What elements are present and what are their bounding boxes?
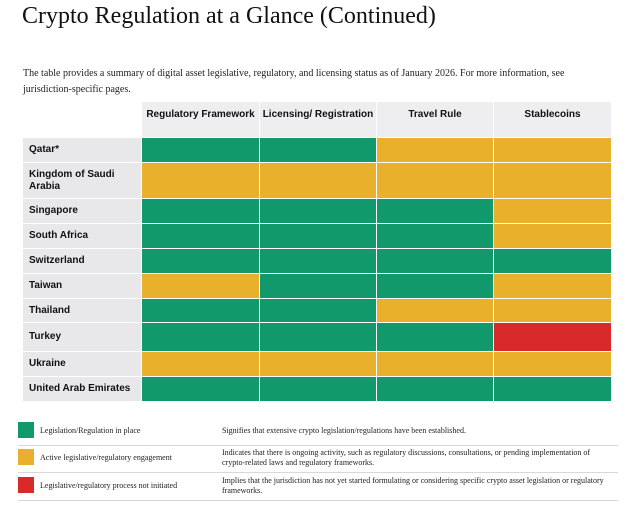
row-name: Taiwan <box>23 274 141 298</box>
status-cell <box>260 299 376 322</box>
row-name: Turkey <box>23 323 141 351</box>
status-cell <box>377 138 493 162</box>
status-cell <box>377 377 493 401</box>
status-cell <box>260 249 376 273</box>
status-cell <box>494 249 611 273</box>
status-cell <box>142 138 259 162</box>
status-cell <box>494 138 611 162</box>
legend-separator <box>18 472 618 473</box>
legend-swatch <box>18 449 34 465</box>
legend-swatch <box>18 477 34 493</box>
row-name: Qatar* <box>23 138 141 162</box>
legend-label: Active legislative/regulatory engagement <box>40 453 172 462</box>
status-cell <box>377 352 493 376</box>
status-cell <box>494 323 611 351</box>
status-cell <box>260 377 376 401</box>
status-cell <box>494 352 611 376</box>
legend-description: Indicates that there is ongoing activity… <box>222 448 591 467</box>
status-cell <box>142 274 259 298</box>
row-name: Ukraine <box>23 352 141 376</box>
legend-description: Signifies that extensive crypto legislat… <box>222 426 466 435</box>
status-cell <box>377 323 493 351</box>
legend-separator <box>18 500 618 501</box>
legend-separator <box>18 445 618 446</box>
status-cell <box>142 224 259 248</box>
status-cell <box>260 323 376 351</box>
legend-label: Legislative/regulatory process not initi… <box>40 481 178 490</box>
column-header: Licensing/ Registration <box>260 102 376 137</box>
row-name: Switzerland <box>23 249 141 273</box>
status-cell <box>260 352 376 376</box>
status-cell <box>142 163 259 198</box>
status-cell <box>142 352 259 376</box>
status-cell <box>142 199 259 223</box>
column-header: Stablecoins <box>494 102 611 137</box>
status-cell <box>377 299 493 322</box>
row-name: Singapore <box>23 199 141 223</box>
status-cell <box>494 274 611 298</box>
status-cell <box>494 163 611 198</box>
title: Crypto Regulation at a Glance (Continued… <box>22 3 436 29</box>
status-cell <box>260 163 376 198</box>
column-header: Regulatory Framework <box>142 102 259 137</box>
row-name: South Africa <box>23 224 141 248</box>
status-cell <box>142 249 259 273</box>
intro: The table provides a summary of digital … <box>23 68 565 95</box>
status-cell <box>260 224 376 248</box>
column-header: Travel Rule <box>377 102 493 137</box>
legend-label: Legislation/Regulation in place <box>40 426 141 435</box>
status-cell <box>142 377 259 401</box>
legend-swatch <box>18 422 34 438</box>
row-name: Kingdom of Saudi Arabia <box>23 163 141 198</box>
status-cell <box>377 163 493 198</box>
status-cell <box>377 199 493 223</box>
status-cell <box>494 377 611 401</box>
status-cell <box>377 224 493 248</box>
status-cell <box>494 224 611 248</box>
row-name: Thailand <box>23 299 141 322</box>
status-cell <box>260 274 376 298</box>
status-cell <box>494 199 611 223</box>
status-cell <box>377 249 493 273</box>
status-cell <box>377 274 493 298</box>
status-cell <box>260 199 376 223</box>
status-cell <box>142 323 259 351</box>
status-cell <box>260 138 376 162</box>
row-name: United Arab Emirates <box>23 377 141 401</box>
legend-description: Implies that the jurisdiction has not ye… <box>222 476 604 495</box>
status-cell <box>142 299 259 322</box>
status-cell <box>494 299 611 322</box>
